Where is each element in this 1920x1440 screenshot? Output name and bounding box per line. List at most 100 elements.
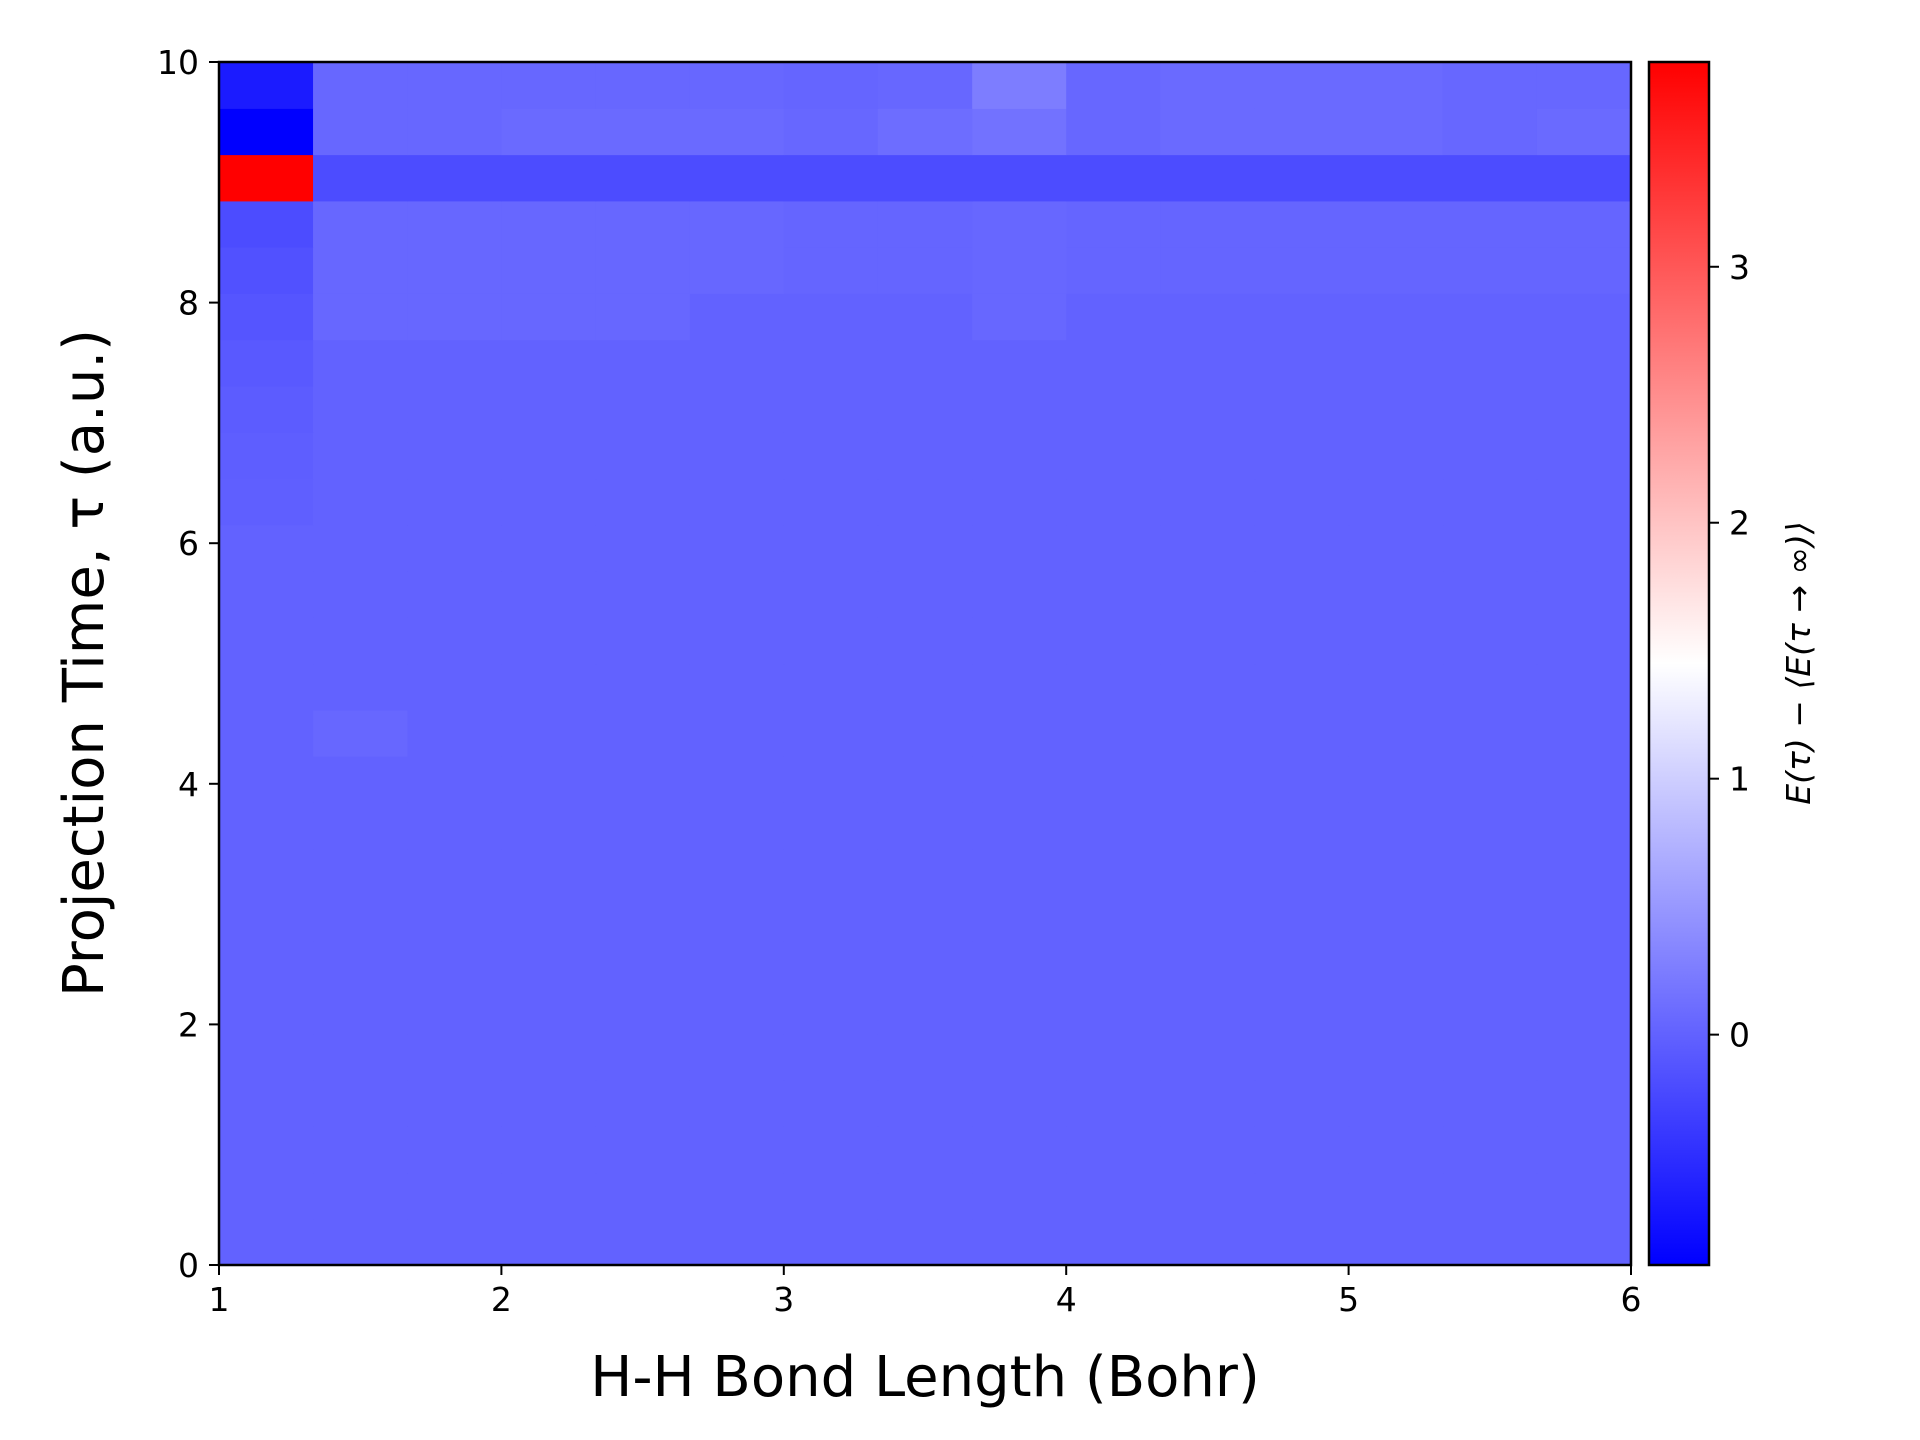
heatmap-cell	[783, 617, 879, 665]
heatmap-cell	[783, 848, 879, 896]
heatmap-cell	[1348, 1126, 1444, 1174]
heatmap-cell	[783, 1079, 879, 1127]
heatmap-cell	[1348, 385, 1444, 433]
heatmap-cell	[877, 894, 973, 942]
heatmap-cell	[1066, 108, 1161, 156]
heatmap-cell	[595, 339, 691, 387]
heatmap-cell	[1348, 848, 1444, 896]
heatmap-cell	[877, 1033, 973, 1081]
heatmap-cell	[1536, 385, 1632, 433]
heatmap-cell	[877, 108, 973, 156]
heatmap-cell	[1160, 339, 1256, 387]
heatmap-cell	[219, 200, 314, 248]
heatmap-cell	[689, 432, 785, 480]
heatmap-cell	[1348, 1172, 1444, 1220]
heatmap-cell	[1066, 1079, 1161, 1127]
heatmap-cell	[689, 709, 785, 757]
heatmap-cell	[407, 709, 502, 757]
heatmap-cell	[1254, 62, 1350, 109]
heatmap-cell	[1348, 339, 1444, 387]
heatmap-cell	[783, 756, 879, 803]
heatmap-cell	[1160, 1126, 1256, 1174]
heatmap-cell	[219, 478, 314, 526]
heatmap-cell	[783, 1218, 879, 1266]
heatmap-cell	[407, 293, 502, 341]
heatmap-cell	[1536, 1033, 1632, 1081]
heatmap-cell	[1536, 62, 1632, 109]
heatmap-cell	[1254, 524, 1350, 572]
heatmap-cell	[972, 200, 1067, 248]
colorbar-tick-label: 1	[1729, 760, 1750, 799]
heatmap-cell	[877, 663, 973, 711]
heatmap-cell	[1066, 1218, 1161, 1266]
heatmap-cell	[501, 987, 597, 1035]
heatmap-cell	[783, 894, 879, 942]
heatmap-cell	[1160, 1033, 1256, 1081]
heatmap-cells	[219, 62, 1632, 1266]
heatmap-cell	[1160, 1218, 1256, 1266]
heatmap-cell	[219, 570, 314, 618]
heatmap-cell	[595, 293, 691, 341]
heatmap-cell	[689, 200, 785, 248]
heatmap-cell	[1160, 848, 1256, 896]
heatmap-cell	[1348, 1218, 1444, 1266]
heatmap-cell	[1254, 154, 1350, 202]
y-tick-label: 0	[178, 1246, 199, 1285]
heatmap-cell	[877, 570, 973, 618]
heatmap-cell	[689, 894, 785, 942]
heatmap-cell	[595, 1218, 691, 1266]
heatmap-cell	[595, 1172, 691, 1220]
heatmap-cell	[1160, 756, 1256, 803]
heatmap-cell	[1536, 709, 1632, 757]
heatmap-cell	[1348, 941, 1444, 988]
heatmap-cell	[689, 339, 785, 387]
heatmap-cell	[1536, 894, 1632, 942]
heatmap-cell	[313, 1033, 408, 1081]
heatmap-cell	[313, 1218, 408, 1266]
heatmap-cell	[1348, 756, 1444, 803]
heatmap-cell	[501, 247, 597, 294]
heatmap-cell	[407, 108, 502, 156]
heatmap-cell	[972, 247, 1067, 294]
heatmap-cell	[877, 617, 973, 665]
heatmap-cell	[1160, 1079, 1256, 1127]
heatmap-cell	[877, 987, 973, 1035]
heatmap-cell	[1536, 570, 1632, 618]
heatmap-cell	[689, 1126, 785, 1174]
heatmap-cell	[972, 1126, 1067, 1174]
heatmap-cell	[1066, 802, 1161, 850]
heatmap-cell	[972, 848, 1067, 896]
heatmap-cell	[313, 293, 408, 341]
heatmap-cell	[313, 756, 408, 803]
heatmap-cell	[1066, 200, 1161, 248]
heatmap-cell	[501, 848, 597, 896]
heatmap-cell	[877, 293, 973, 341]
heatmap-cell	[501, 802, 597, 850]
heatmap-cell	[595, 62, 691, 109]
heatmap-cell	[1160, 941, 1256, 988]
heatmap-cell	[1348, 432, 1444, 480]
heatmap-cell	[595, 570, 691, 618]
heatmap-cell	[407, 570, 502, 618]
heatmap-cell	[313, 617, 408, 665]
heatmap-cell	[1536, 432, 1632, 480]
heatmap-cell	[783, 62, 879, 109]
x-tick-label: 4	[1056, 1280, 1077, 1319]
heatmap-cell	[1442, 108, 1538, 156]
heatmap-cell	[972, 570, 1067, 618]
heatmap-cell	[1348, 894, 1444, 942]
heatmap-cell	[1066, 848, 1161, 896]
x-tick-label: 3	[773, 1280, 794, 1319]
heatmap-cell	[313, 432, 408, 480]
heatmap-cell	[407, 1033, 502, 1081]
heatmap-cell	[783, 1033, 879, 1081]
heatmap-cell	[1442, 941, 1538, 988]
heatmap-cell	[407, 247, 502, 294]
heatmap-cell	[783, 339, 879, 387]
heatmap-cell	[1536, 247, 1632, 294]
plot-frame	[217, 60, 1633, 1267]
heatmap-cell	[219, 709, 314, 757]
colorbar-tick-label: 0	[1729, 1016, 1750, 1055]
heatmap-cell	[219, 1172, 314, 1220]
heatmap-cell	[1536, 756, 1632, 803]
